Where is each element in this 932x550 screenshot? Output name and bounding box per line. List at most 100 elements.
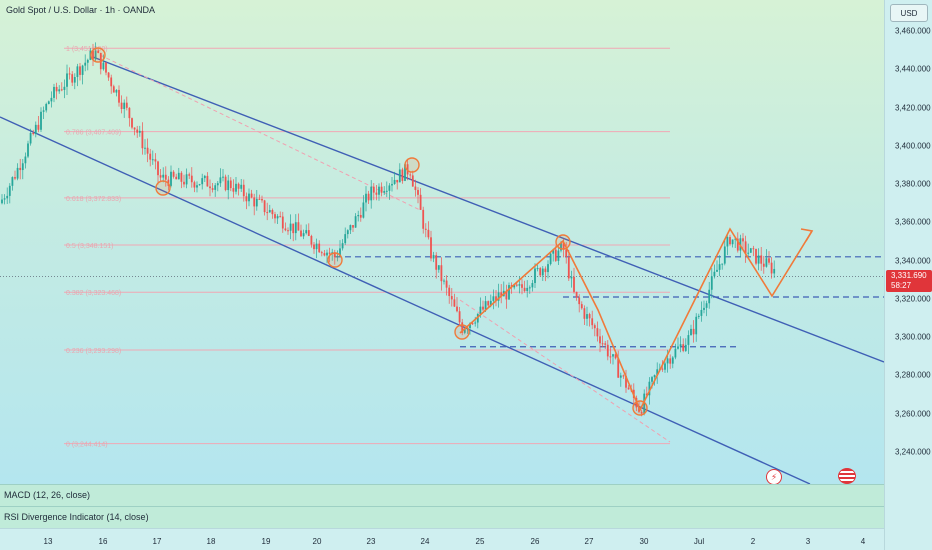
candle-body bbox=[55, 86, 58, 92]
swing-point-marker bbox=[327, 252, 343, 268]
currency-button[interactable]: USD bbox=[890, 4, 928, 22]
candle-body bbox=[401, 169, 404, 181]
candle-body bbox=[393, 179, 396, 184]
candle-body bbox=[284, 228, 287, 231]
candle-body bbox=[131, 118, 133, 128]
candle-body bbox=[489, 300, 492, 306]
candle-body bbox=[50, 97, 53, 102]
candle-body bbox=[604, 343, 607, 345]
us-flag-icon[interactable] bbox=[838, 468, 856, 484]
candle-body bbox=[123, 102, 126, 110]
price-tick-label: 3,360.000 bbox=[895, 217, 931, 227]
channel-upper-line bbox=[92, 56, 884, 363]
candle-body bbox=[27, 143, 29, 157]
rsi-pane[interactable]: RSI Divergence Indicator (14, close) bbox=[0, 506, 884, 528]
candle-body bbox=[268, 210, 271, 213]
candle-body bbox=[326, 252, 328, 256]
price-tick-label: 3,300.000 bbox=[895, 332, 931, 342]
macd-pane[interactable]: MACD (12, 26, close) bbox=[0, 484, 884, 506]
current-price-badge: 3,331.690 58:27 bbox=[886, 270, 932, 292]
candle-body bbox=[201, 178, 204, 185]
bar-countdown: 58:27 bbox=[891, 281, 912, 290]
candle-body bbox=[716, 269, 718, 272]
chart-area[interactable] bbox=[0, 0, 884, 484]
candle-body bbox=[245, 196, 248, 202]
time-tick-label: 19 bbox=[261, 537, 271, 546]
candle-body bbox=[562, 242, 565, 250]
candle-body bbox=[575, 291, 578, 298]
candle-body bbox=[185, 174, 188, 185]
candle-body bbox=[266, 212, 269, 214]
candle-body bbox=[479, 306, 482, 314]
price-tick-label: 3,240.000 bbox=[895, 447, 931, 457]
candle-body bbox=[357, 214, 360, 217]
candle-body bbox=[385, 190, 388, 192]
candle-body bbox=[144, 147, 146, 149]
candle-body bbox=[21, 163, 24, 171]
candle-body bbox=[471, 323, 474, 325]
candle-body bbox=[79, 66, 81, 75]
candle-body bbox=[380, 186, 383, 193]
time-axis[interactable]: 13 16 17 18 19 20 23 24 25 26 27 30 Jul 2 3 4 bbox=[0, 528, 884, 550]
candle-body bbox=[669, 358, 672, 364]
candle-body bbox=[476, 313, 479, 323]
candle-body bbox=[110, 77, 113, 87]
candle-body bbox=[3, 198, 6, 200]
candle-body bbox=[687, 335, 690, 345]
candle-body bbox=[619, 375, 622, 378]
candle-body bbox=[222, 176, 224, 178]
candle-body bbox=[445, 280, 448, 288]
candle-body bbox=[310, 235, 313, 245]
candle-body bbox=[24, 156, 27, 164]
candle-body bbox=[627, 387, 630, 390]
candle-body bbox=[653, 375, 656, 378]
candle-body bbox=[320, 252, 323, 254]
candle-body bbox=[726, 237, 729, 247]
candle-body bbox=[734, 238, 737, 240]
fib-level-label: 0.618 (3,372.833) bbox=[66, 196, 121, 203]
candle-body bbox=[349, 225, 352, 231]
candle-body bbox=[612, 354, 614, 357]
candle-body bbox=[253, 197, 256, 207]
candle-body bbox=[66, 73, 68, 87]
candle-body bbox=[276, 216, 279, 219]
candle-body bbox=[42, 110, 45, 112]
candle-body bbox=[398, 169, 401, 183]
price-chart[interactable]: 1 (3,451.000) 0.786 (3,407.409) 0.618 (3,3… bbox=[0, 0, 884, 484]
candle-body bbox=[521, 284, 523, 288]
candle-body bbox=[58, 89, 61, 92]
candle-body bbox=[297, 222, 300, 231]
candle-body bbox=[456, 306, 458, 312]
candle-body bbox=[378, 186, 380, 195]
symbol-title[interactable]: Gold Spot / U.S. Dollar · 1h · OANDA bbox=[6, 5, 156, 15]
candle-body bbox=[617, 358, 620, 378]
candle-body bbox=[136, 129, 139, 133]
candle-body bbox=[406, 164, 409, 175]
candle-body bbox=[227, 180, 230, 191]
candle-body bbox=[193, 182, 196, 188]
candle-body bbox=[190, 175, 193, 183]
candle-body bbox=[271, 210, 274, 215]
candle-body bbox=[674, 348, 677, 358]
candle-body bbox=[383, 191, 386, 193]
rsi-label: RSI Divergence Indicator (14, close) bbox=[4, 512, 149, 522]
candle-body bbox=[661, 368, 664, 370]
candle-body bbox=[749, 248, 752, 253]
candle-body bbox=[157, 161, 159, 176]
candle-body bbox=[417, 190, 419, 195]
candle-body bbox=[482, 306, 484, 310]
candle-body bbox=[14, 177, 16, 179]
candle-body bbox=[232, 188, 235, 192]
candle-body bbox=[328, 252, 331, 254]
candle-body bbox=[133, 127, 136, 130]
candle-body bbox=[625, 375, 627, 388]
candle-body bbox=[534, 268, 536, 284]
candle-body bbox=[203, 175, 206, 179]
candle-body bbox=[411, 175, 414, 187]
candle-body bbox=[684, 344, 687, 351]
candle-body bbox=[729, 237, 731, 245]
candle-body bbox=[391, 183, 393, 186]
candle-body bbox=[526, 287, 529, 292]
current-price: 3,331.690 bbox=[891, 271, 927, 280]
flash-icon[interactable]: ⚡ bbox=[766, 469, 782, 485]
